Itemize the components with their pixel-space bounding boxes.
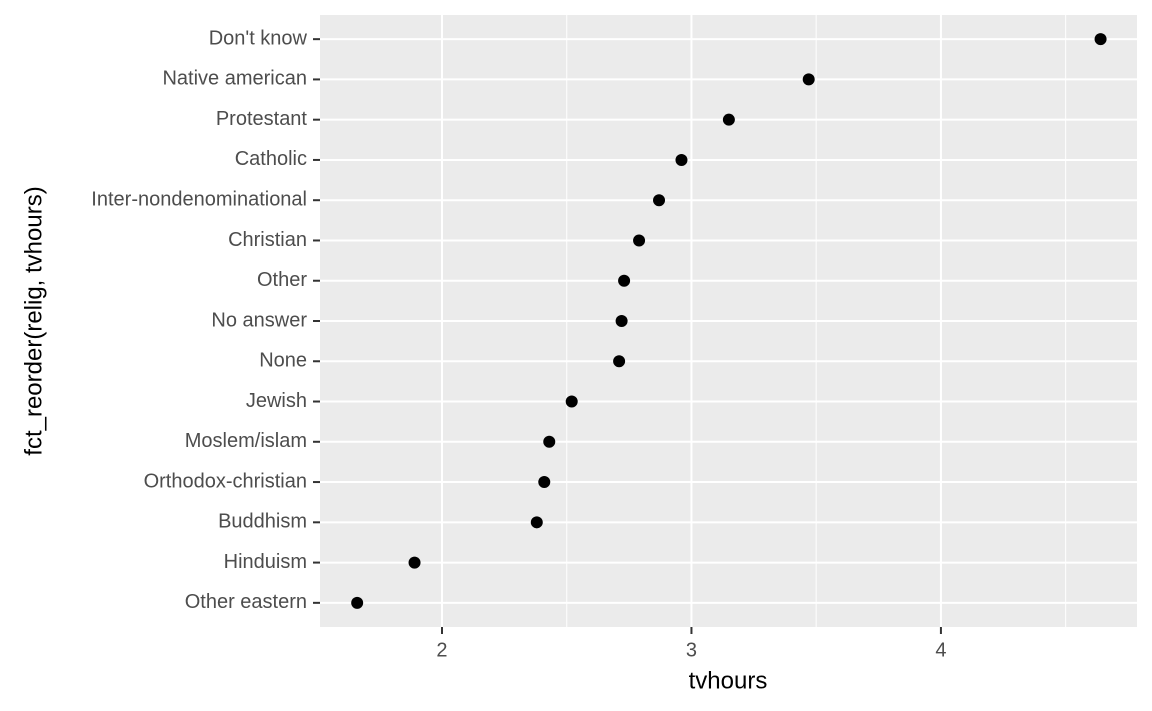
- y-tick-label: Orthodox-christian: [144, 470, 307, 492]
- y-tick-label: Don't know: [209, 27, 308, 49]
- point: [613, 355, 626, 368]
- point: [530, 516, 543, 529]
- point: [408, 556, 421, 569]
- y-tick-label: Hinduism: [224, 551, 307, 573]
- point: [653, 194, 666, 207]
- y-axis-title: fct_reorder(relig, tvhours): [20, 186, 47, 455]
- y-tick-label: Moslem/islam: [185, 430, 307, 452]
- y-tick-label: Inter-nondenominational: [91, 188, 307, 210]
- y-tick-label: Native american: [162, 68, 307, 90]
- y-tick-label: Jewish: [246, 390, 307, 412]
- y-tick-label: No answer: [211, 309, 307, 331]
- x-tick-label: 4: [935, 639, 946, 661]
- x-tick-label: 2: [436, 639, 447, 661]
- point: [565, 395, 578, 408]
- point: [351, 596, 364, 609]
- point: [722, 113, 735, 126]
- point: [618, 274, 631, 287]
- y-tick-label: Christian: [228, 229, 307, 251]
- point: [538, 476, 551, 489]
- y-tick-label: Other: [257, 269, 307, 291]
- x-tick-label: 3: [686, 639, 697, 661]
- y-tick-label: Protestant: [216, 108, 308, 130]
- y-tick-label: Buddhism: [218, 511, 307, 533]
- point: [802, 73, 815, 86]
- y-tick-label: Catholic: [235, 148, 307, 170]
- x-axis-title: tvhours: [689, 667, 768, 694]
- y-tick-label: Other eastern: [185, 591, 307, 613]
- y-tick-label: None: [259, 350, 307, 372]
- point: [1094, 33, 1107, 46]
- point: [615, 315, 628, 327]
- point: [633, 234, 646, 247]
- point: [675, 153, 688, 166]
- point: [543, 435, 556, 448]
